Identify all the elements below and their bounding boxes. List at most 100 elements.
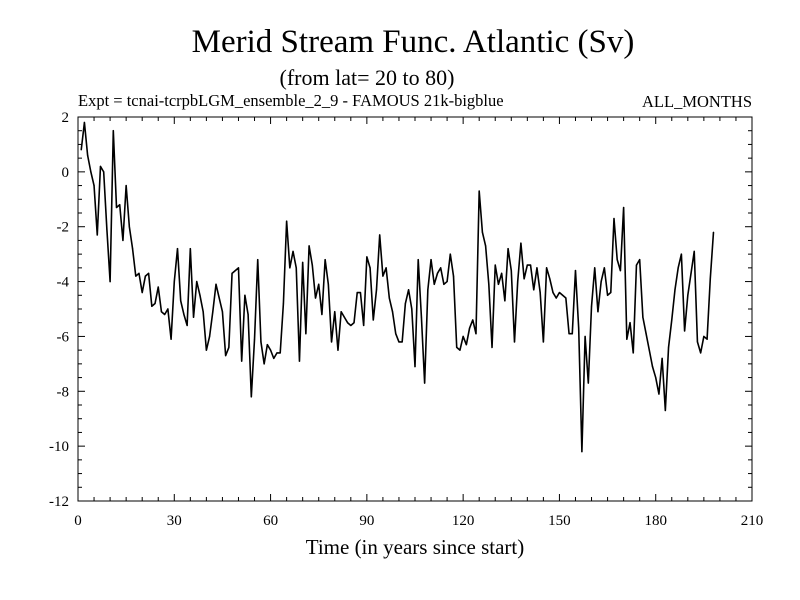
data-point xyxy=(401,341,403,343)
x-tick-label: 210 xyxy=(741,513,764,529)
x-axis-label: Time (in years since start) xyxy=(306,535,525,559)
x-tick-label: 0 xyxy=(74,513,82,529)
data-point xyxy=(144,275,146,277)
data-point xyxy=(651,366,654,368)
data-point xyxy=(157,286,159,288)
data-point xyxy=(600,280,602,283)
data-point xyxy=(231,272,233,274)
data-point xyxy=(440,267,442,269)
data-point xyxy=(83,121,86,124)
data-point xyxy=(273,357,275,359)
data-point xyxy=(613,217,615,220)
data-point xyxy=(472,319,474,321)
data-point xyxy=(269,349,272,351)
data-point xyxy=(635,264,638,266)
data-point xyxy=(414,366,416,368)
y-tick-label: -6 xyxy=(57,329,70,345)
data-point xyxy=(212,311,214,313)
data-point xyxy=(131,248,134,250)
data-point xyxy=(205,349,207,351)
data-point xyxy=(282,302,285,305)
data-point xyxy=(192,316,195,318)
data-point xyxy=(125,184,127,187)
data-point xyxy=(141,291,143,294)
data-point xyxy=(632,352,634,354)
data-point xyxy=(199,294,201,296)
data-point xyxy=(677,267,679,269)
data-point xyxy=(424,382,426,384)
data-point xyxy=(680,253,682,255)
data-point xyxy=(228,346,230,348)
data-point xyxy=(417,259,419,261)
data-point xyxy=(350,324,352,327)
data-point xyxy=(481,231,483,233)
data-point xyxy=(443,283,445,285)
data-point xyxy=(590,305,593,307)
x-tick-label: 180 xyxy=(644,513,667,529)
data-point xyxy=(244,294,246,296)
data-point xyxy=(574,270,577,272)
data-point xyxy=(330,341,333,343)
data-point xyxy=(703,335,705,338)
data-point xyxy=(103,171,105,173)
y-tick-label: 2 xyxy=(62,110,70,126)
data-point xyxy=(552,291,554,294)
data-point xyxy=(180,300,182,302)
data-point xyxy=(266,344,268,346)
chart-title: Merid Stream Func. Atlantic (Sv) xyxy=(192,24,635,60)
data-point xyxy=(555,297,557,299)
data-point xyxy=(221,311,224,313)
data-point xyxy=(253,338,256,340)
x-tick-label: 120 xyxy=(452,513,475,529)
data-point xyxy=(661,357,663,359)
data-point xyxy=(96,234,98,236)
data-point xyxy=(202,311,204,313)
data-point xyxy=(375,289,378,291)
data-point xyxy=(616,259,618,261)
data-point xyxy=(427,289,429,291)
data-point xyxy=(311,264,313,266)
data-point xyxy=(684,330,686,332)
data-point xyxy=(279,352,281,354)
data-point xyxy=(475,333,477,335)
data-point xyxy=(99,165,102,167)
data-point xyxy=(562,294,564,296)
data-point xyxy=(507,248,509,250)
data-point xyxy=(388,297,390,299)
data-point xyxy=(347,322,349,324)
data-point xyxy=(321,313,323,316)
y-tick-label: -10 xyxy=(49,439,69,455)
data-point xyxy=(189,248,191,250)
data-point xyxy=(510,270,512,272)
data-point xyxy=(549,278,551,280)
data-point xyxy=(420,316,423,318)
data-point xyxy=(626,338,628,340)
data-point xyxy=(488,283,490,285)
data-point xyxy=(671,319,673,321)
data-point xyxy=(218,297,220,299)
data-point xyxy=(545,267,548,269)
data-point xyxy=(160,311,163,313)
data-point xyxy=(667,346,670,348)
data-point xyxy=(173,280,175,283)
x-tick-label: 60 xyxy=(263,513,278,529)
data-point xyxy=(109,280,111,283)
data-point xyxy=(225,355,227,357)
data-point xyxy=(106,228,108,231)
data-point xyxy=(513,341,516,343)
x-axis-tick-labels: 0 30 60 90 120 150 180 210 xyxy=(74,513,763,529)
y-tick-label: -4 xyxy=(57,275,70,291)
y-tick-label: -8 xyxy=(57,384,70,400)
data-point xyxy=(462,335,464,338)
data-point xyxy=(558,291,561,294)
data-point xyxy=(539,291,541,294)
data-point xyxy=(709,278,711,280)
data-point xyxy=(154,302,156,305)
data-point xyxy=(334,311,336,313)
data-point xyxy=(372,319,374,321)
data-point xyxy=(565,297,567,299)
data-point xyxy=(648,349,650,351)
data-point xyxy=(504,300,506,302)
data-point xyxy=(148,272,150,274)
data-point xyxy=(318,283,320,285)
